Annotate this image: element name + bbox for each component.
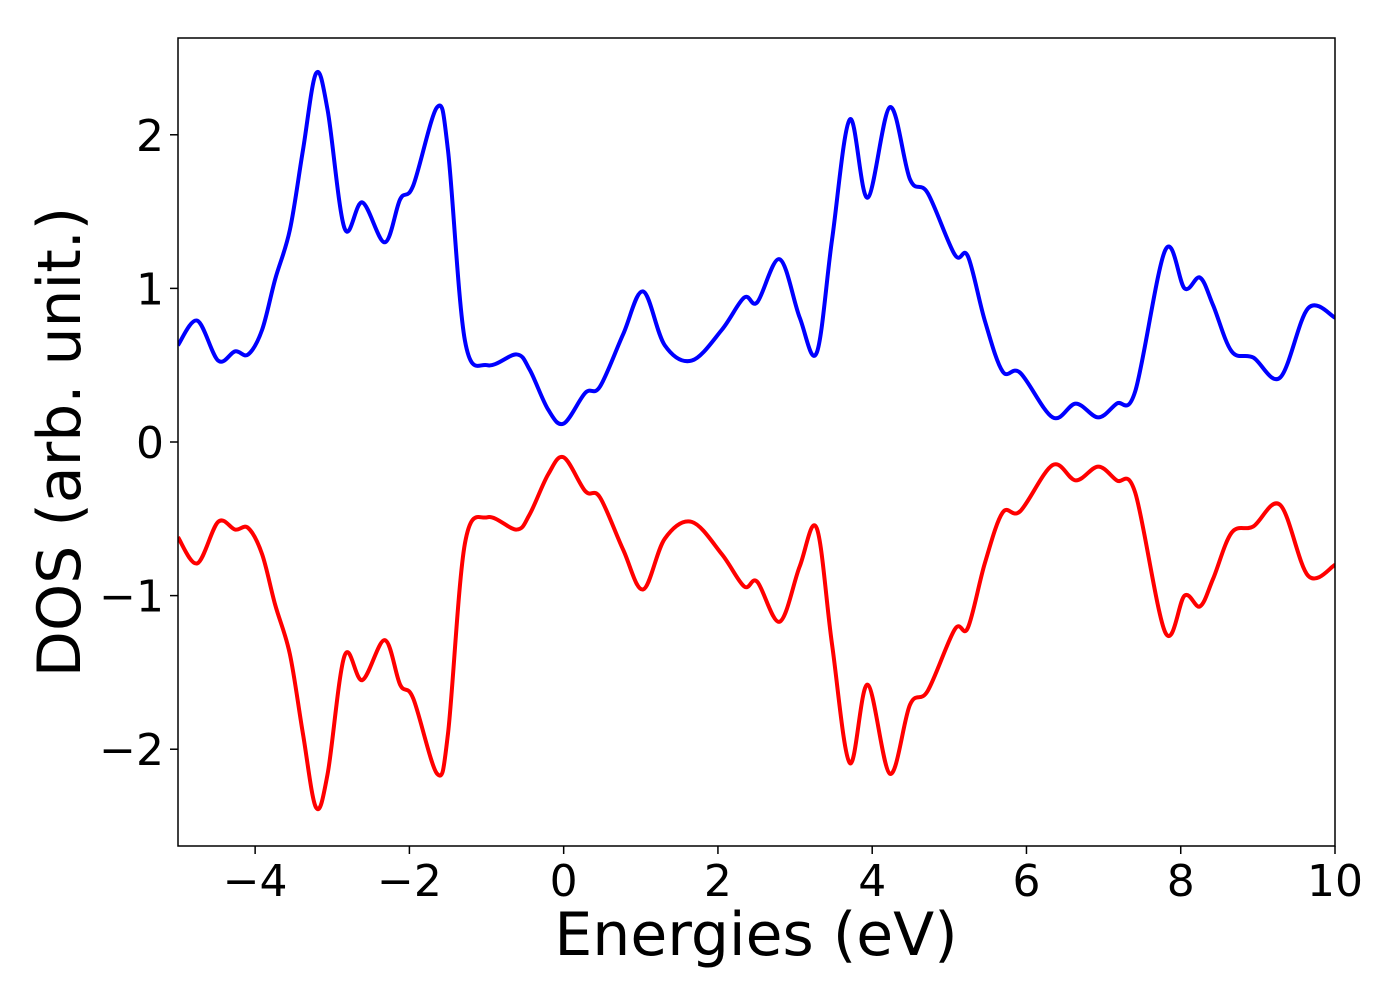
dos-line [178, 454, 1335, 812]
x-tick-label: 8 [1167, 856, 1195, 907]
y-tick-label: 1 [136, 264, 164, 315]
x-tick-label: 4 [858, 856, 886, 907]
x-tick-label: −4 [223, 856, 288, 907]
x-axis-label: Energies (eV) [554, 900, 957, 970]
x-tick-label: 2 [704, 856, 732, 907]
y-tick-label: 0 [136, 418, 164, 469]
y-tick-label: 2 [136, 111, 164, 162]
dos-line [178, 69, 1335, 427]
x-tick-label: −2 [377, 856, 442, 907]
x-tick-label: 0 [550, 856, 578, 907]
x-tick-label: 10 [1307, 856, 1363, 907]
y-tick-label: −1 [99, 572, 164, 623]
y-tick-label: −2 [99, 725, 164, 776]
y-axis-label: DOS (arb. unit.) [25, 207, 95, 677]
plot-frame [177, 37, 1336, 847]
x-tick-label: 6 [1012, 856, 1040, 907]
